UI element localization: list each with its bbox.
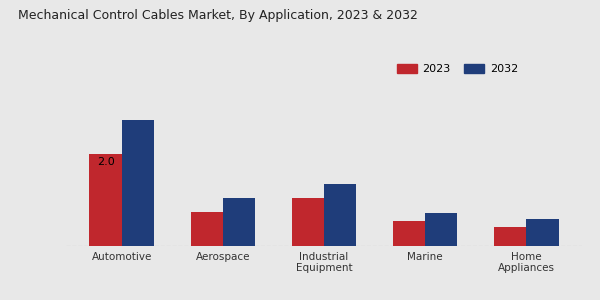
Bar [89,154,122,246]
Text: 2.0: 2.0 [97,157,115,166]
Bar [292,198,324,246]
Text: Mechanical Control Cables Market, By Application, 2023 & 2032: Mechanical Control Cables Market, By App… [18,9,418,22]
Bar [191,212,223,246]
Bar [324,184,356,246]
Bar [425,213,457,246]
Bar [494,227,526,246]
Bar [223,198,255,246]
Bar [393,221,425,246]
Legend: 2023, 2032: 2023, 2032 [392,60,523,79]
Bar [526,219,559,246]
Bar [122,120,154,246]
